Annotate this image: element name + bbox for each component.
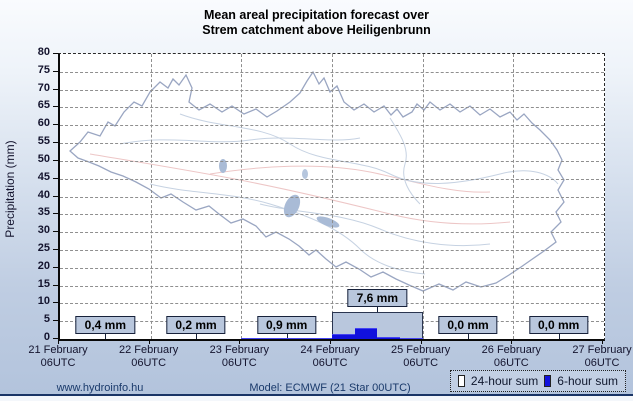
y-tick-label: 70 bbox=[37, 81, 50, 94]
v-gridline bbox=[332, 54, 333, 339]
y-tick-label: 65 bbox=[37, 99, 50, 112]
y-axis-title: Precipitation (mm) bbox=[3, 140, 17, 238]
daily-sum-callout: 0,0 mm bbox=[528, 316, 589, 334]
6-hour-sum-swatch-icon bbox=[544, 375, 552, 387]
model-info: Model: ECMWF (21 Star 00UTC) bbox=[249, 382, 411, 394]
x-tick-label: 21 February 06UTC bbox=[28, 344, 88, 369]
y-axis-tick bbox=[53, 302, 58, 304]
v-gridline bbox=[422, 54, 424, 339]
x-tick-label: 22 February 06UTC bbox=[119, 344, 179, 369]
callout-stem bbox=[377, 306, 379, 312]
six-hour-bar bbox=[400, 337, 423, 339]
six-hour-bar bbox=[264, 337, 287, 339]
x-axis-tick bbox=[511, 340, 513, 344]
y-axis-tick bbox=[53, 88, 58, 90]
callout-stem bbox=[468, 334, 469, 339]
y-axis-tick bbox=[53, 177, 58, 179]
chart-title-line2: Strem catchment above Heiligenbrunn bbox=[202, 23, 431, 37]
y-tick-label: 45 bbox=[37, 170, 50, 183]
y-tick-label: 35 bbox=[37, 206, 50, 219]
y-axis-tick bbox=[53, 53, 58, 54]
x-axis-tick bbox=[148, 340, 150, 344]
y-axis-tick bbox=[53, 124, 58, 126]
daily-sum-callout: 0,2 mm bbox=[166, 316, 226, 334]
daily-sum-callout: 0,9 mm bbox=[256, 316, 317, 334]
y-tick-label: 30 bbox=[37, 224, 50, 237]
y-axis-tick bbox=[53, 338, 58, 339]
six-hour-bar bbox=[332, 333, 355, 339]
y-axis-tick bbox=[53, 70, 58, 72]
six-hour-bar bbox=[309, 338, 332, 339]
y-tick-label: 80 bbox=[37, 46, 50, 58]
callout-stem bbox=[286, 334, 288, 339]
x-tick-label: 26 February 06UTC bbox=[481, 344, 541, 369]
y-axis-tick bbox=[53, 284, 58, 286]
y-tick-label: 40 bbox=[37, 188, 50, 201]
y-axis-tick bbox=[53, 106, 58, 108]
y-axis-tick bbox=[53, 248, 58, 250]
legend-label-24h: 24-hour sum bbox=[470, 374, 539, 388]
callout-stem bbox=[558, 334, 560, 339]
plot-area: 0,4 mm 0,2 mm 0,9 mm 7,6 mm 0,0 mm 0,0 mm bbox=[58, 53, 605, 341]
x-axis-tick bbox=[330, 340, 331, 344]
y-axis-tick bbox=[53, 231, 58, 233]
y-axis-tick bbox=[53, 195, 58, 197]
y-axis-tick bbox=[53, 142, 58, 144]
bottom-pad bbox=[0, 396, 633, 401]
callout-stem bbox=[196, 334, 197, 339]
v-gridline bbox=[150, 54, 152, 339]
y-tick-label: 50 bbox=[37, 152, 50, 165]
six-hour-bar bbox=[286, 338, 310, 339]
daily-sum-callout: 7,6 mm bbox=[347, 288, 408, 307]
website-link[interactable]: www.hydroinfo.hu bbox=[56, 382, 144, 394]
six-hour-bar bbox=[377, 337, 400, 339]
legend-label-6h: 6-hour sum bbox=[557, 374, 618, 388]
y-axis-tick bbox=[53, 320, 58, 322]
x-tick-label: 23 February 06UTC bbox=[209, 344, 269, 369]
x-tick-label: 27 February 06UTC bbox=[572, 344, 632, 369]
bottom-rule bbox=[0, 394, 633, 396]
v-gridline bbox=[513, 54, 515, 339]
x-tick-label: 24 February 06UTC bbox=[300, 344, 360, 369]
daily-sum-callout: 0,0 mm bbox=[438, 316, 498, 334]
y-axis-tick bbox=[53, 159, 58, 161]
daily-sum-callout: 0,4 mm bbox=[75, 316, 136, 334]
y-tick-label: 25 bbox=[37, 241, 50, 254]
v-gridline bbox=[241, 54, 243, 339]
x-axis-tick bbox=[602, 340, 603, 344]
y-tick-label: 55 bbox=[37, 135, 50, 148]
y-tick-label: 10 bbox=[37, 295, 50, 308]
six-hour-bar bbox=[354, 328, 378, 339]
catchment-map-watermark bbox=[69, 70, 565, 292]
chart-legend: 24-hour sum 6-hour sum bbox=[449, 370, 626, 392]
six-hour-bar bbox=[241, 338, 264, 339]
y-tick-label: 20 bbox=[37, 259, 50, 272]
24-hour-sum-swatch-icon bbox=[457, 375, 465, 387]
x-axis-tick bbox=[58, 340, 59, 344]
y-tick-label: 5 bbox=[43, 313, 50, 326]
x-axis-tick bbox=[420, 340, 422, 344]
chart-title-line1: Mean areal precipitation forecast over bbox=[203, 8, 430, 22]
x-tick-label: 25 February 06UTC bbox=[391, 344, 451, 369]
x-axis-tick bbox=[239, 340, 241, 344]
y-axis-tick bbox=[53, 213, 58, 215]
callout-stem bbox=[105, 334, 107, 339]
y-tick-label: 15 bbox=[37, 277, 50, 290]
y-axis-tick bbox=[53, 266, 58, 268]
y-tick-label: 75 bbox=[37, 63, 50, 76]
y-tick-label: 0 bbox=[43, 331, 50, 343]
y-tick-label: 60 bbox=[37, 117, 50, 130]
chart-title: Mean areal precipitation forecast over S… bbox=[0, 8, 633, 38]
